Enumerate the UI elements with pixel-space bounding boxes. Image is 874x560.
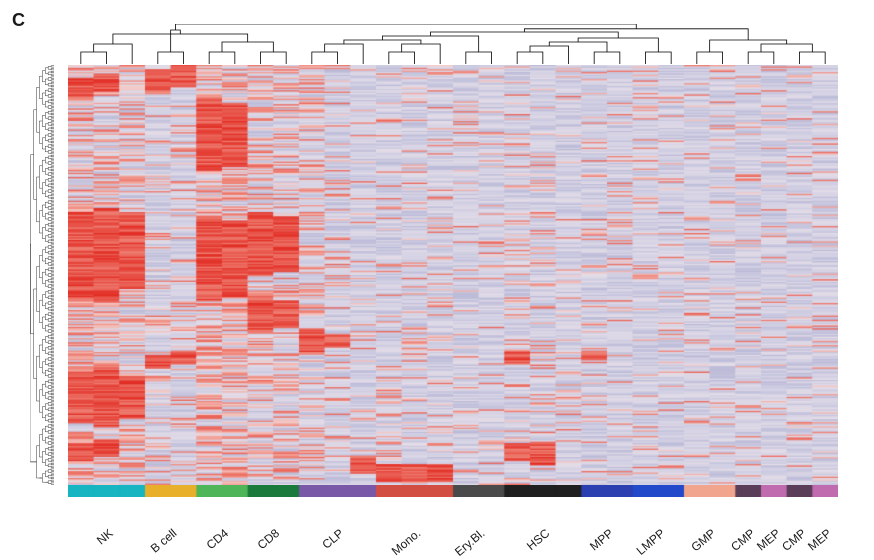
x-label: LMPP (633, 526, 667, 558)
column-dendrogram (68, 24, 838, 64)
x-label: NK (94, 526, 116, 547)
category-color-bar (68, 485, 838, 497)
x-label: MEP (805, 526, 834, 553)
x-label: MEP (754, 526, 783, 553)
heatmap (68, 65, 838, 485)
x-label: MPP (587, 526, 616, 553)
x-axis-labels: NKB cellCD4CD8CLPMono.Ery.Bl.HSCMPPLMPPG… (68, 500, 838, 540)
x-label: Ery.Bl. (452, 526, 487, 559)
figure-panel: { "panel_letter": "C", "layout": { "heat… (0, 0, 874, 560)
x-label: CD4 (204, 526, 231, 552)
x-label: CMP (728, 526, 757, 554)
x-label: CMP (779, 526, 808, 554)
panel-letter: C (12, 10, 25, 31)
x-label: GMP (689, 526, 719, 554)
x-label: Mono. (389, 526, 424, 558)
x-label: CLP (320, 526, 347, 552)
row-dendrogram (30, 65, 54, 485)
x-label: B cell (148, 526, 179, 556)
x-label: CD8 (255, 526, 282, 552)
x-label: HSC (523, 526, 551, 553)
